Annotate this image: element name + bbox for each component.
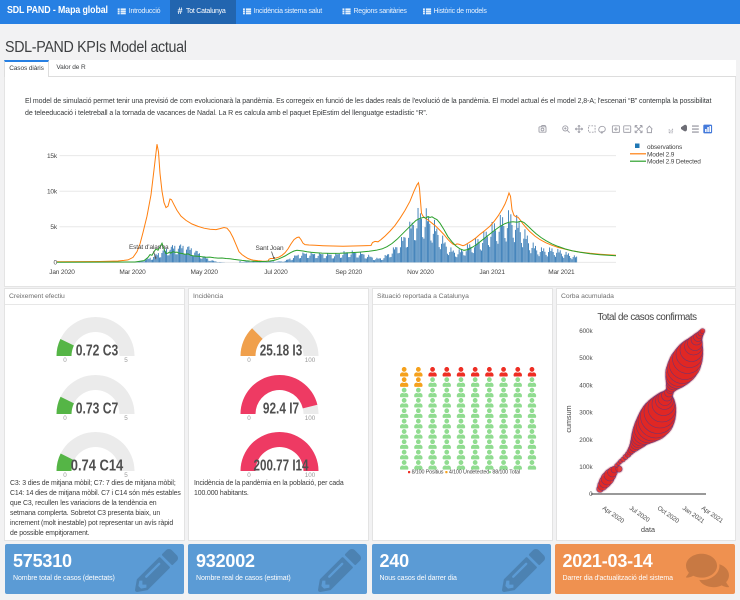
svg-text:15k: 15k (47, 153, 58, 160)
svg-text:0: 0 (247, 472, 251, 479)
svg-text:0: 0 (589, 491, 593, 498)
svg-text:200.77 I14: 200.77 I14 (254, 458, 309, 475)
svg-text:400k: 400k (579, 382, 593, 389)
svg-text:data: data (641, 525, 655, 534)
svg-text:0.74 C14: 0.74 C14 (71, 458, 124, 475)
svg-text:Jul 2020: Jul 2020 (264, 269, 288, 276)
svg-text:0: 0 (63, 357, 67, 364)
svg-text:Apr 2020: Apr 2020 (601, 505, 626, 525)
svg-text:0: 0 (54, 260, 58, 267)
svg-text:25.18 I3: 25.18 I3 (260, 343, 303, 360)
svg-text:100: 100 (305, 357, 316, 364)
svg-text:600k: 600k (579, 328, 593, 335)
svg-text:5k: 5k (50, 224, 57, 231)
svg-text:Sep 2020: Sep 2020 (335, 269, 362, 276)
svg-text:Jan 2020: Jan 2020 (49, 269, 75, 276)
svg-text:Estat d’alarma: Estat d’alarma (129, 244, 169, 251)
svg-text:Jul 2020: Jul 2020 (628, 505, 651, 524)
svg-text:observations: observations (647, 144, 683, 151)
svg-text:Sant Joan: Sant Joan (256, 245, 284, 252)
svg-text:0.73 C7: 0.73 C7 (76, 401, 119, 418)
svg-text:Total de casos confirmats: Total de casos confirmats (597, 312, 697, 323)
svg-text:Oct 2020: Oct 2020 (656, 505, 681, 525)
svg-text:0.72 C3: 0.72 C3 (76, 343, 119, 360)
svg-text:10k: 10k (47, 188, 58, 195)
svg-text:0: 0 (247, 415, 251, 422)
svg-text:Jan 2021: Jan 2021 (479, 269, 505, 276)
svg-text:0: 0 (63, 415, 67, 422)
svg-text:100: 100 (305, 415, 316, 422)
svg-text:8/100 Positius: 8/100 Positius (412, 470, 444, 476)
svg-text:5: 5 (124, 415, 128, 422)
svg-text:Model 2.9: Model 2.9 (647, 151, 675, 158)
svg-text:0: 0 (63, 472, 67, 479)
svg-text:Mar 2021: Mar 2021 (548, 269, 575, 276)
svg-text:4/100 Undetected: 4/100 Undetected (449, 470, 489, 476)
svg-text:88/100 Total: 88/100 Total (492, 470, 519, 476)
svg-text:100: 100 (305, 472, 316, 479)
svg-text:Model 2.9 Detected: Model 2.9 Detected (647, 159, 701, 166)
svg-text:May 2020: May 2020 (191, 269, 219, 276)
svg-text:5: 5 (124, 357, 128, 364)
svg-text:0: 0 (247, 357, 251, 364)
svg-text:5: 5 (124, 472, 128, 479)
svg-text:Mar 2020: Mar 2020 (119, 269, 146, 276)
svg-text:500k: 500k (579, 355, 593, 362)
svg-text:200k: 200k (579, 437, 593, 444)
svg-text:92.4 I7: 92.4 I7 (263, 401, 299, 418)
svg-text:cumsum: cumsum (564, 405, 573, 432)
svg-text:100k: 100k (579, 464, 593, 471)
svg-text:300k: 300k (579, 410, 593, 417)
svg-text:Apr 2021: Apr 2021 (700, 505, 725, 525)
svg-text:Nov 2020: Nov 2020 (407, 269, 434, 276)
